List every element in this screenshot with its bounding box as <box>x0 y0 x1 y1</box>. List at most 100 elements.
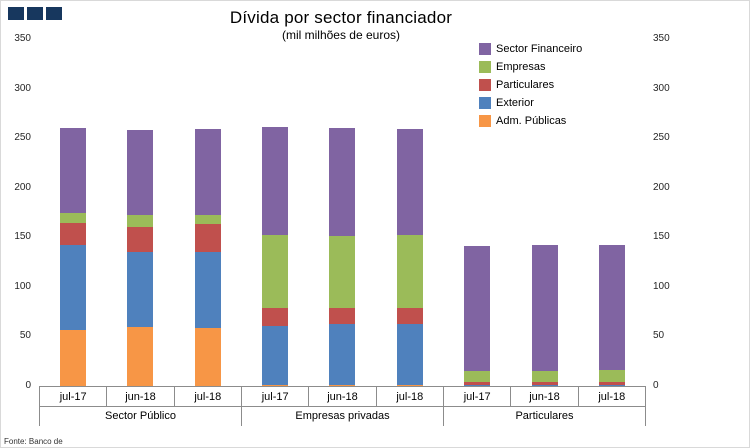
plot-area <box>39 39 646 386</box>
group-label: Empresas privadas <box>242 407 444 426</box>
bar-segment <box>396 323 423 386</box>
bar-segment <box>194 129 221 215</box>
y-tick-label: 100 <box>14 280 31 292</box>
category-label: jul-18 <box>579 387 646 406</box>
y-tick-label: 250 <box>14 132 31 144</box>
bar-segment <box>464 385 491 386</box>
y-tick-label: 150 <box>14 231 31 243</box>
bar-segment <box>531 382 558 386</box>
bar-segment <box>59 329 86 386</box>
bar-segment <box>194 252 221 328</box>
bar-segment <box>194 224 221 253</box>
category-label-group: jul-17 jun-18 jul-18 <box>40 387 242 406</box>
bar-segment <box>396 307 423 324</box>
chart-subtitle: (mil milhões de euros) <box>281 28 401 42</box>
category-label: jul-17 <box>444 387 512 406</box>
bar-segment <box>262 307 289 326</box>
bar-segment <box>531 371 558 383</box>
legend: Sector Financeiro Empresas Particulares Ext… <box>479 43 582 127</box>
bar-segment <box>329 307 356 324</box>
bar-segment <box>59 223 86 246</box>
category-label-group: jul-17 jun-18 jul-18 <box>242 387 444 406</box>
legend-item: Particulares <box>479 79 582 91</box>
category-label: jul-18 <box>175 387 242 406</box>
category-label-group: jul-17 jun-18 jul-18 <box>444 387 646 406</box>
category-label: jun-18 <box>309 387 377 406</box>
logo-square <box>8 7 24 20</box>
bar-segment <box>464 371 491 383</box>
bar-segment <box>262 235 289 308</box>
bar-segment <box>127 326 154 386</box>
group-label-row: Sector Público Empresas privadas Particula… <box>39 406 646 426</box>
stacked-bar <box>531 39 558 386</box>
y-tick-label: 0 <box>25 380 31 391</box>
chart-title: Dívida por sector financiador <box>229 8 453 27</box>
y-tick-label: 200 <box>14 181 31 193</box>
y-tick-label: 350 <box>653 33 670 44</box>
legend-label: Adm. Públicas <box>496 115 567 127</box>
legend-label: Exterior <box>496 97 534 109</box>
legend-item: Adm. Públicas <box>479 115 582 127</box>
y-tick-label: 200 <box>653 181 670 193</box>
category-label: jul-17 <box>242 387 310 406</box>
bar-segment <box>531 245 558 372</box>
category-axis: jul-17 jun-18 jul-18 jul-17 jun-18 jul-18 jul-… <box>39 386 646 426</box>
group-label: Particulares <box>444 407 646 426</box>
category-label-row: jul-17 jun-18 jul-18 jul-17 jun-18 jul-18 jul-… <box>39 386 646 406</box>
logo-square <box>27 7 43 20</box>
logo <box>8 7 62 20</box>
bar-segment <box>262 325 289 386</box>
stacked-bar <box>262 39 289 386</box>
y-tick-label: 50 <box>19 330 31 342</box>
bar-segment <box>599 382 626 386</box>
bar-segment <box>194 327 221 386</box>
stacked-bar <box>329 39 356 386</box>
bar-segment <box>464 246 491 372</box>
bar-segment <box>329 236 356 308</box>
source-note: Fonte: Banco de <box>4 437 63 446</box>
bar-segment <box>464 382 491 386</box>
category-label: jun-18 <box>107 387 175 406</box>
y-axis-left: 0 50 100 150 200 250 300 350 <box>1 34 34 391</box>
bar-segment <box>329 385 356 386</box>
bar-segment <box>599 245 626 371</box>
y-tick-label: 350 <box>14 33 31 44</box>
y-axis-right: 0 50 100 150 200 250 300 350 <box>650 34 684 391</box>
category-label: jul-17 <box>40 387 108 406</box>
legend-swatch <box>479 79 491 91</box>
stacked-bar <box>599 39 626 386</box>
legend-label: Particulares <box>496 79 555 91</box>
bar-segment <box>59 245 86 330</box>
y-tick-label: 50 <box>653 330 665 342</box>
y-tick-label: 250 <box>653 132 670 144</box>
bar-segment <box>59 212 86 224</box>
y-tick-label: 300 <box>14 82 31 94</box>
bar-segment <box>599 370 626 383</box>
bar-segment <box>329 323 356 386</box>
logo-square <box>46 7 62 20</box>
legend-item: Sector Financeiro <box>479 43 582 55</box>
bar-segment <box>262 127 289 236</box>
category-label: jun-18 <box>511 387 579 406</box>
legend-swatch <box>479 97 491 109</box>
bar-segment <box>127 214 154 228</box>
legend-swatch <box>479 61 491 73</box>
stacked-bar <box>396 39 423 386</box>
bar-segment <box>531 385 558 386</box>
bar-segment <box>194 214 221 225</box>
bar-group <box>444 39 646 386</box>
stacked-bar <box>59 39 86 386</box>
legend-label: Empresas <box>496 61 546 73</box>
legend-swatch <box>479 115 491 127</box>
bar-segment <box>599 385 626 386</box>
bar-group <box>39 39 241 386</box>
bar-segment <box>127 252 154 327</box>
group-label: Sector Público <box>40 407 242 426</box>
y-tick-label: 300 <box>653 82 670 94</box>
y-tick-label: 150 <box>653 231 670 243</box>
bar-segment <box>59 128 86 213</box>
legend-swatch <box>479 43 491 55</box>
bar-group <box>241 39 443 386</box>
stacked-bar <box>127 39 154 386</box>
